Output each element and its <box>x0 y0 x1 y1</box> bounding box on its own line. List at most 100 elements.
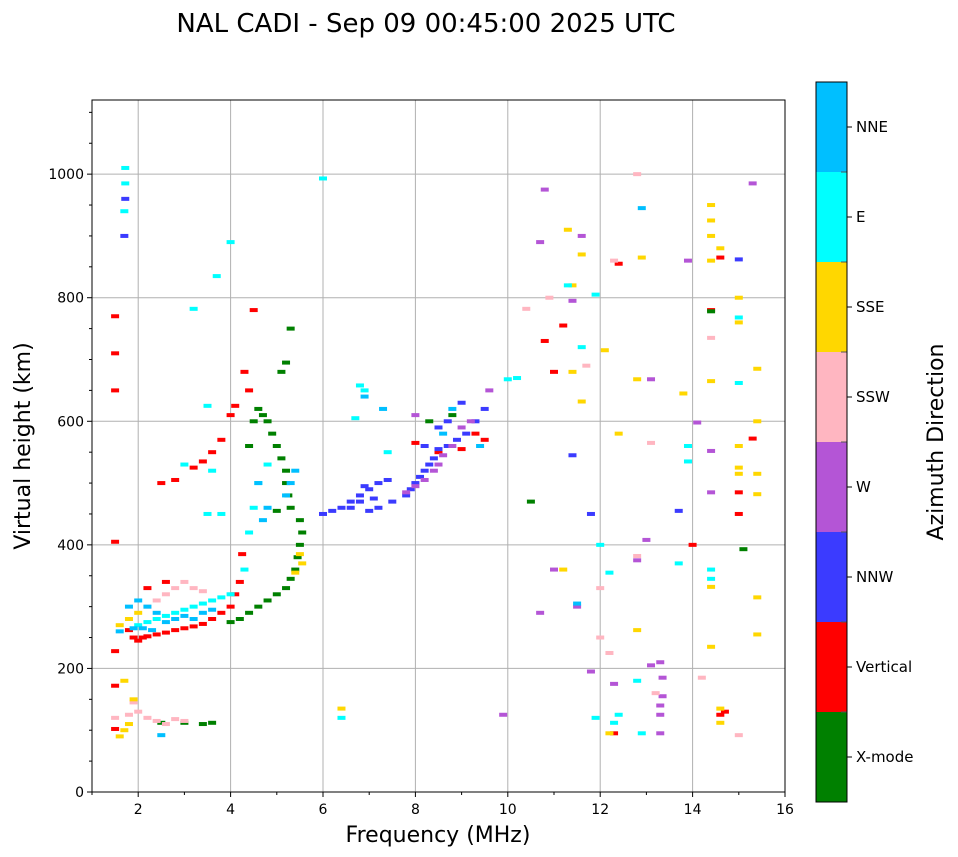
data-point <box>753 492 762 497</box>
data-point <box>573 604 582 609</box>
data-point <box>282 468 291 473</box>
data-point <box>568 453 577 458</box>
data-point <box>124 617 133 621</box>
data-point <box>605 731 614 736</box>
data-point <box>180 613 189 618</box>
y-axis-ticks: 0 200 400 600 800 1000 <box>48 111 92 801</box>
data-point <box>295 542 304 547</box>
data-point <box>568 283 577 288</box>
data-point <box>637 255 646 260</box>
data-point <box>258 518 267 523</box>
data-point <box>402 493 411 498</box>
series-w <box>402 181 757 736</box>
data-point <box>656 703 665 708</box>
data-point <box>134 623 143 628</box>
data-point <box>263 505 272 510</box>
data-point <box>734 380 743 385</box>
data-point <box>254 406 263 411</box>
data-point <box>152 610 161 615</box>
y-tick-label: 600 <box>57 414 84 430</box>
data-point <box>536 240 545 245</box>
data-point <box>513 376 522 381</box>
data-point <box>753 595 762 600</box>
x-tick-label: 14 <box>684 802 702 818</box>
data-point <box>129 635 138 640</box>
x-tick-label: 10 <box>499 802 517 818</box>
data-point <box>138 626 147 631</box>
data-point <box>129 626 138 631</box>
data-point <box>420 468 429 473</box>
data-point <box>448 406 457 411</box>
data-point <box>277 369 286 374</box>
data-point <box>448 413 457 418</box>
data-point <box>734 465 743 470</box>
data-point <box>268 431 277 436</box>
data-point <box>720 709 729 714</box>
data-point <box>208 598 217 603</box>
series-ssw <box>111 172 743 738</box>
data-point <box>365 487 374 492</box>
data-point <box>739 547 748 552</box>
data-point <box>286 326 295 331</box>
data-point <box>656 731 665 736</box>
data-point <box>198 601 207 606</box>
data-point <box>161 722 170 727</box>
data-point <box>129 697 138 702</box>
data-point <box>688 542 697 547</box>
data-point <box>272 444 281 448</box>
data-point <box>647 663 656 668</box>
data-point <box>707 258 716 263</box>
data-point <box>157 481 166 486</box>
data-point <box>591 292 600 297</box>
data-point <box>346 499 355 504</box>
data-point <box>734 320 743 325</box>
x-tick-label: 2 <box>134 802 143 818</box>
x-tick-label: 4 <box>226 802 235 818</box>
colorbar-tick-label: X-mode <box>856 748 913 766</box>
data-point <box>171 586 180 591</box>
data-point <box>679 391 688 396</box>
data-point <box>582 363 591 368</box>
data-point <box>416 474 425 479</box>
data-point <box>683 258 692 263</box>
data-point <box>374 505 383 510</box>
colorbar-swatch <box>816 622 847 712</box>
data-point <box>226 240 235 245</box>
data-point <box>298 530 307 535</box>
data-point <box>124 722 133 727</box>
data-point <box>439 453 448 458</box>
data-point <box>550 369 558 374</box>
data-point <box>614 712 623 717</box>
colorbar-label: Azimuth Direction <box>924 343 949 540</box>
data-point <box>425 462 434 467</box>
data-point <box>355 493 364 498</box>
data-point <box>157 733 166 738</box>
data-point <box>189 306 198 311</box>
data-point <box>420 444 429 448</box>
data-point <box>577 399 586 404</box>
data-point <box>111 539 120 544</box>
y-axis-label: Virtual height (km) <box>11 342 36 549</box>
data-point <box>134 638 143 643</box>
data-point <box>614 261 623 266</box>
data-point <box>605 570 614 575</box>
data-point <box>152 632 161 637</box>
data-point <box>282 360 291 365</box>
data-point <box>360 484 369 489</box>
data-point <box>383 450 392 455</box>
data-point <box>134 709 143 714</box>
data-point <box>485 388 494 393</box>
data-point <box>656 712 665 717</box>
data-point <box>683 444 692 448</box>
data-point <box>254 604 263 609</box>
data-point <box>633 558 642 563</box>
data-point <box>707 218 716 223</box>
data-point <box>591 715 600 720</box>
data-point <box>171 717 180 722</box>
data-point <box>328 508 337 513</box>
data-point <box>263 598 272 603</box>
data-point <box>480 437 489 442</box>
data-point <box>134 610 143 615</box>
data-point <box>568 298 577 303</box>
data-point <box>563 283 572 288</box>
